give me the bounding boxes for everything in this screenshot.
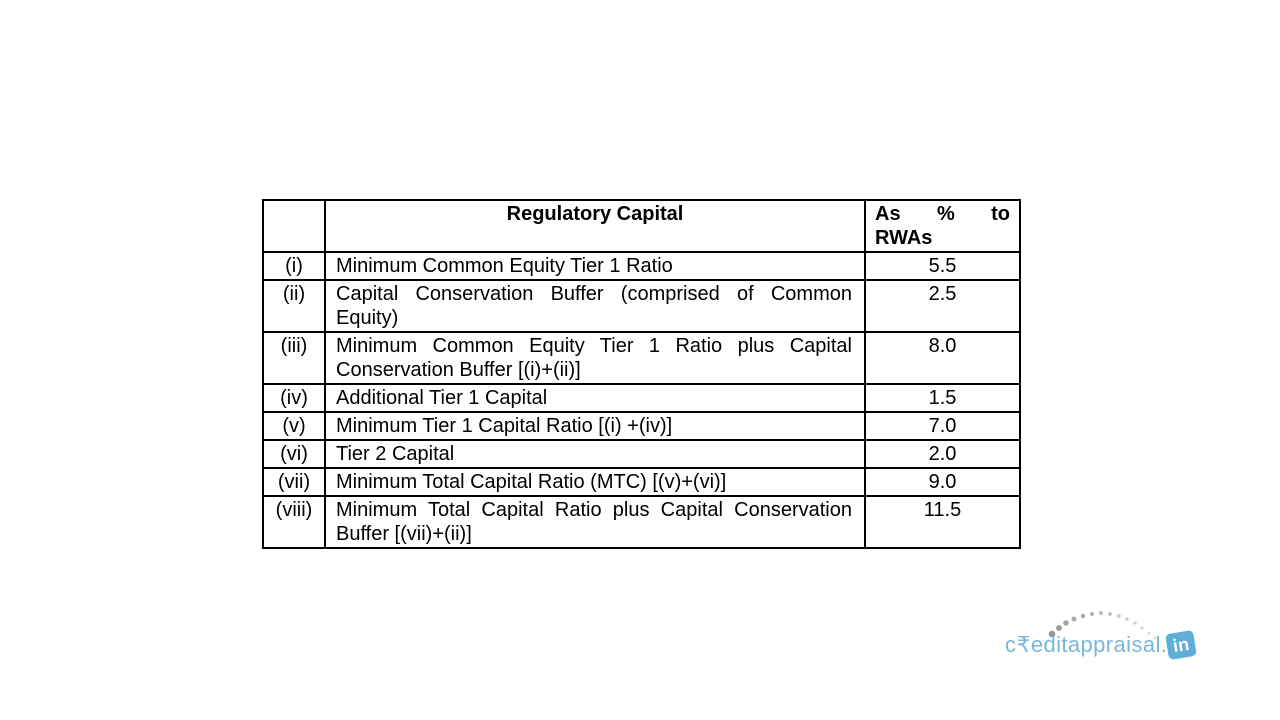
row-desc: Minimum Tier 1 Capital Ratio [(i) +(iv)] xyxy=(324,411,866,441)
row-desc: Additional Tier 1 Capital xyxy=(324,383,866,413)
row-value: 8.0 xyxy=(864,331,1021,385)
header-line-1: As % to xyxy=(875,202,1010,226)
logo-dot: . xyxy=(1160,632,1168,657)
header-word-pct: % xyxy=(936,203,955,225)
row-desc: Minimum Total Capital Ratio (MTC) [(v)+(… xyxy=(324,467,866,497)
table-row: (iii) Minimum Common Equity Tier 1 Ratio… xyxy=(262,331,1021,385)
table-row: (vi) Tier 2 Capital 2.0 xyxy=(262,439,1021,469)
row-desc: Minimum Common Equity Tier 1 Ratio plus … xyxy=(324,331,866,385)
row-num: (vi) xyxy=(262,439,326,469)
row-value: 2.5 xyxy=(864,279,1021,333)
logo-wordmark: c₹editappraisal. xyxy=(1005,632,1167,659)
row-num: (vii) xyxy=(262,467,326,497)
logo-in-badge: in xyxy=(1165,629,1197,661)
rupee-icon: ₹ xyxy=(1016,633,1031,658)
header-word-as: As xyxy=(875,203,901,225)
header-cell-as-pct-to-rwas: As % to RWAs xyxy=(864,199,1021,253)
row-num: (iii) xyxy=(262,331,326,385)
row-value: 9.0 xyxy=(864,467,1021,497)
table-row: (iv) Additional Tier 1 Capital 1.5 xyxy=(262,383,1021,413)
logo-prefix: c xyxy=(1005,632,1017,657)
row-value: 11.5 xyxy=(864,495,1021,549)
row-value: 1.5 xyxy=(864,383,1021,413)
header-cell-regulatory-capital: Regulatory Capital xyxy=(324,199,866,253)
row-num: (ii) xyxy=(262,279,326,333)
table-row: (v) Minimum Tier 1 Capital Ratio [(i) +(… xyxy=(262,411,1021,441)
row-num: (iv) xyxy=(262,383,326,413)
row-num: (v) xyxy=(262,411,326,441)
table-row: (viii) Minimum Total Capital Ratio plus … xyxy=(262,495,1021,549)
logo-rest: editappraisal xyxy=(1030,632,1161,657)
row-value: 2.0 xyxy=(864,439,1021,469)
row-desc: Minimum Common Equity Tier 1 Ratio xyxy=(324,251,866,281)
table-row: (ii) Capital Conservation Buffer (compri… xyxy=(262,279,1021,333)
row-value: 5.5 xyxy=(864,251,1021,281)
header-word-to: to xyxy=(991,203,1010,225)
row-value: 7.0 xyxy=(864,411,1021,441)
row-desc: Capital Conservation Buffer (comprised o… xyxy=(324,279,866,333)
row-desc: Tier 2 Capital xyxy=(324,439,866,469)
header-cell-empty xyxy=(262,199,326,253)
regulatory-capital-table: Regulatory Capital As % to RWAs (i) Mini… xyxy=(262,199,1021,549)
dots-arc-icon xyxy=(1048,611,1157,640)
creditappraisal-watermark: c₹editappraisal. in xyxy=(1003,605,1213,667)
table-header-row: Regulatory Capital As % to RWAs xyxy=(262,199,1021,253)
table-row: (i) Minimum Common Equity Tier 1 Ratio 5… xyxy=(262,251,1021,281)
row-num: (i) xyxy=(262,251,326,281)
table-row: (vii) Minimum Total Capital Ratio (MTC) … xyxy=(262,467,1021,497)
header-line-2: RWAs xyxy=(875,227,933,249)
row-num: (viii) xyxy=(262,495,326,549)
row-desc: Minimum Total Capital Ratio plus Capital… xyxy=(324,495,866,549)
